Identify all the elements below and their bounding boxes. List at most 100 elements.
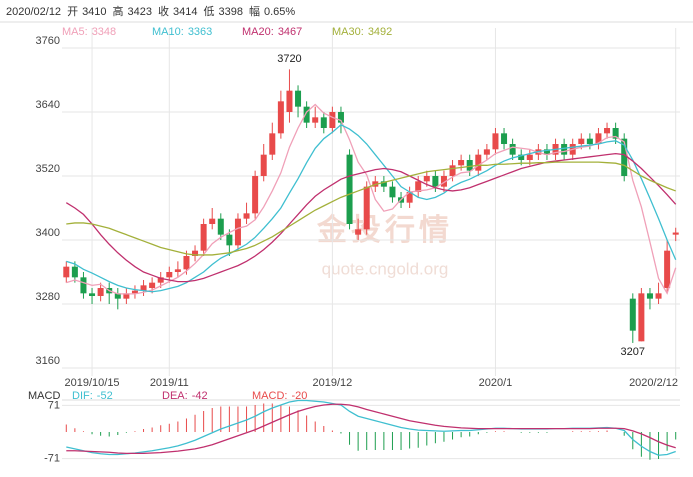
macd-legend-name: DEA [162,390,185,402]
header-label: 幅 [249,5,260,18]
legend-name: MA20 [242,26,271,38]
header-value: 3398 [219,6,243,18]
header-value: 3414 [173,6,197,18]
y-tick-label: 3640 [36,99,60,111]
legend-value: 3348 [92,26,116,38]
candle-body [655,293,662,299]
legend-sep: : [271,26,274,38]
candle-body [243,213,250,219]
y-tick-label: 3280 [36,291,60,303]
y-tick-label: 3760 [36,35,60,47]
ma-line [66,161,676,256]
candle-body [561,144,568,155]
candle-body [80,277,87,294]
candle-body [97,288,104,296]
candle-body [595,133,602,144]
candle-body [543,149,550,155]
candle-body [200,224,207,251]
candle-body [174,269,181,272]
candle-body [252,176,259,214]
header-value: 3423 [128,6,152,18]
header-date: 2020/02/12 [6,6,61,18]
candle-body [166,272,173,278]
candle-body [286,90,293,112]
candle-body [355,229,362,235]
header: 2020/02/12 开 3410 高 3423 收 3414 低 3398 幅 0.65% [6,4,295,18]
candle-body [183,256,190,270]
macd-y-tick-label: 71 [48,399,60,411]
header-value: 0.65% [264,6,295,18]
min-label: 3207 [621,346,645,358]
candle-body [192,250,199,256]
candle-body [260,154,267,176]
candle-body [209,218,216,224]
macd-legend-item: DIF: -52 [72,390,113,402]
candle-body [406,192,413,203]
candle-body [672,232,679,235]
legend-sep: : [361,26,364,38]
candle-body [320,117,327,128]
candle-body [131,290,138,294]
candle-body [346,154,353,224]
macd-legend-item: MACD: -20 [252,390,307,402]
candle-body [466,160,473,171]
candle-body [217,218,224,235]
macd-legend-name: DIF [72,390,90,402]
candle-body [604,128,611,134]
macd-legend-value: -42 [192,390,208,402]
macd-y-tick-label: -71 [44,453,60,465]
candle-body [303,106,310,123]
legend-sep: : [85,26,88,38]
legend-item: MA10: 3363 [152,26,212,38]
macd-legend: MACD [28,390,60,402]
x-tick-label: 2019/11 [150,377,189,389]
legend-value: 3492 [368,26,392,38]
candle-body [114,293,121,299]
watermark: quote.cngold.org [322,259,449,278]
legend-sep: : [181,26,184,38]
candle-body [234,218,241,246]
macd-legend-sep: : [90,390,93,402]
candle-body [89,293,96,296]
candle-body [629,298,636,331]
ma-line [66,124,677,293]
y-tick-label: 3520 [36,163,60,175]
candle-body [440,176,447,187]
legend-value: 3363 [188,26,212,38]
macd-legend-sep: : [185,390,188,402]
legend-name: MA10 [152,26,181,38]
legend-value: 3467 [278,26,302,38]
candle-body [621,138,628,176]
legend-item: MA20: 3467 [242,26,302,38]
candle-body [71,266,78,278]
candle-body [380,181,387,187]
header-label: 收 [158,4,169,18]
candle-body [140,285,147,291]
candle-body [646,293,653,299]
candle-body [295,90,302,107]
x-tick-label: 2019/12 [312,377,352,389]
candle-body [157,277,164,283]
macd-legend-item: DEA: -42 [162,390,208,402]
x-tick-label: 2019/10/15 [65,377,120,389]
x-tick-label: 2020/1 [479,377,513,389]
candle-body [329,112,336,128]
header-value: 3410 [82,6,106,18]
candle-body [501,133,508,144]
candle-body [423,176,430,182]
candle-body [389,186,396,198]
candle-body [518,154,525,160]
macd-legend-value: -52 [97,390,113,402]
macd-title: MACD [28,390,60,402]
legend-name: MA30 [332,26,361,38]
header-label: 高 [113,4,124,18]
candle-body [492,133,499,150]
candle-body [612,128,619,139]
ma-line [65,152,677,283]
macd-legend-value: -20 [291,390,307,402]
ma-line [66,103,677,295]
candle-body [363,186,370,230]
